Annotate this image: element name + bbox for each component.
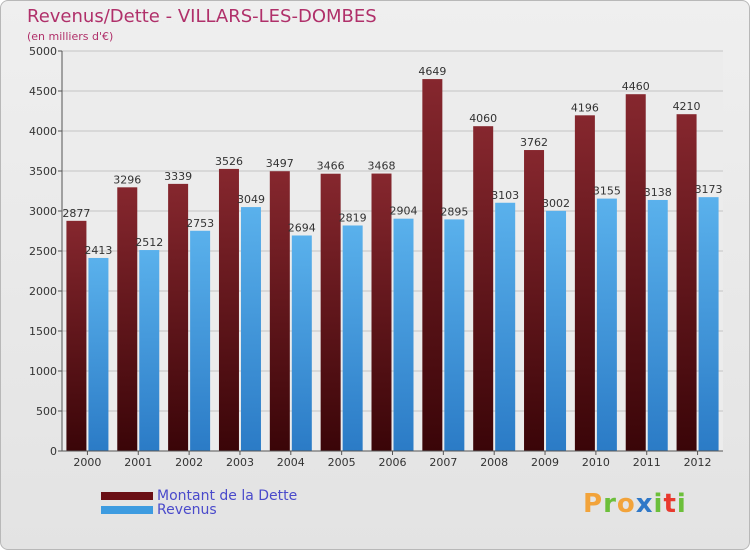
bar-revenus bbox=[495, 202, 516, 451]
bar-revenus bbox=[698, 197, 719, 451]
y-tick-label: 5000 bbox=[29, 45, 57, 58]
bar-revenus bbox=[393, 218, 414, 451]
logo-letter: t bbox=[663, 489, 677, 519]
bar-dette bbox=[524, 150, 545, 452]
chart-title: Revenus/Dette - VILLARS-LES-DOMBES bbox=[27, 6, 377, 27]
value-label-revenus: 2512 bbox=[135, 236, 163, 249]
value-label-dette: 4060 bbox=[469, 112, 497, 125]
bar-revenus bbox=[88, 257, 109, 451]
bar-dette bbox=[625, 94, 646, 451]
bar-dette bbox=[269, 171, 290, 452]
logo-letter: i bbox=[676, 489, 687, 519]
legend-label-dette: Montant de la Dette bbox=[157, 488, 298, 504]
x-tick-label: 2006 bbox=[379, 456, 407, 469]
value-label-revenus: 2904 bbox=[390, 205, 418, 218]
bar-dette bbox=[117, 187, 138, 451]
x-tick-label: 2003 bbox=[226, 456, 254, 469]
value-label-revenus: 3103 bbox=[491, 189, 519, 202]
y-tick-label: 500 bbox=[36, 405, 57, 418]
x-tick-label: 2004 bbox=[277, 456, 305, 469]
bar-dette bbox=[676, 114, 697, 451]
x-tick-label: 2001 bbox=[124, 456, 152, 469]
value-label-revenus: 2753 bbox=[186, 217, 214, 230]
value-label-revenus: 2895 bbox=[440, 205, 468, 218]
y-tick-label: 2000 bbox=[29, 285, 57, 298]
bar-revenus bbox=[546, 210, 567, 451]
bar-dette bbox=[422, 79, 443, 451]
value-label-dette: 4649 bbox=[418, 65, 446, 78]
legend-swatch-dette bbox=[101, 492, 153, 500]
value-label-revenus: 2413 bbox=[84, 244, 112, 257]
value-label-revenus: 3138 bbox=[644, 186, 672, 199]
legend-label-revenus: Revenus bbox=[157, 502, 217, 518]
bar-revenus bbox=[291, 235, 312, 451]
bar-dette bbox=[473, 126, 494, 451]
legend-swatch-revenus bbox=[101, 506, 153, 514]
chart-subtitle: (en milliers d'€) bbox=[27, 30, 114, 43]
x-tick-label: 2005 bbox=[328, 456, 356, 469]
x-tick-label: 2012 bbox=[684, 456, 712, 469]
value-label-dette: 3468 bbox=[368, 160, 396, 173]
bar-revenus bbox=[342, 225, 363, 451]
value-label-revenus: 3002 bbox=[542, 197, 570, 210]
y-tick-label: 3000 bbox=[29, 205, 57, 218]
value-label-revenus: 3173 bbox=[695, 183, 723, 196]
x-tick-label: 2010 bbox=[582, 456, 610, 469]
logo-letter: x bbox=[635, 489, 654, 519]
bar-revenus bbox=[647, 199, 668, 451]
x-tick-label: 2002 bbox=[175, 456, 203, 469]
y-tick-label: 4500 bbox=[29, 85, 57, 98]
y-tick-label: 4000 bbox=[29, 125, 57, 138]
value-label-dette: 4196 bbox=[571, 101, 599, 114]
bar-revenus bbox=[240, 207, 261, 451]
y-tick-label: 3500 bbox=[29, 165, 57, 178]
bar-dette bbox=[320, 173, 341, 451]
value-label-dette: 4210 bbox=[673, 100, 701, 113]
y-tick-label: 1000 bbox=[29, 365, 57, 378]
bar-dette bbox=[371, 173, 392, 451]
value-label-revenus: 2694 bbox=[288, 221, 316, 234]
proxiti-logo: Proxiti bbox=[583, 489, 687, 519]
bar-revenus bbox=[444, 219, 465, 451]
grid-lines bbox=[62, 50, 723, 452]
bar-revenus bbox=[139, 250, 160, 451]
x-tick-label: 2011 bbox=[633, 456, 661, 469]
value-label-dette: 3296 bbox=[113, 173, 141, 186]
logo-letter: i bbox=[653, 489, 664, 519]
legend-item-dette: Montant de la Dette bbox=[101, 488, 297, 504]
bar-dette bbox=[218, 168, 239, 452]
value-label-revenus: 3049 bbox=[237, 193, 265, 206]
value-label-dette: 3497 bbox=[266, 157, 294, 170]
bar-dette bbox=[574, 115, 595, 451]
x-tick-label: 2009 bbox=[531, 456, 559, 469]
value-label-dette: 3466 bbox=[317, 160, 345, 173]
logo-letter: P bbox=[583, 489, 604, 519]
x-tick-label: 2008 bbox=[480, 456, 508, 469]
value-label-dette: 4460 bbox=[622, 80, 650, 93]
value-label-dette: 3762 bbox=[520, 136, 548, 149]
x-tick-label: 2000 bbox=[73, 456, 101, 469]
bars: 2877 2413 3296 2512 3339 2753 3526 3049 3497 2694… bbox=[62, 65, 723, 452]
value-label-revenus: 2819 bbox=[339, 211, 367, 224]
value-label-dette: 3339 bbox=[164, 170, 192, 183]
y-tick-label: 0 bbox=[50, 445, 57, 458]
logo-letter: r bbox=[603, 489, 617, 519]
value-label-revenus: 3155 bbox=[593, 185, 621, 198]
x-tick-label: 2007 bbox=[429, 456, 457, 469]
bar-dette bbox=[66, 220, 87, 451]
x-axis: 2000 2001 2002 2003 2004 2005 2006 2007 2008 2009… bbox=[62, 450, 723, 469]
logo-letter: o bbox=[616, 489, 636, 519]
value-label-dette: 3526 bbox=[215, 155, 243, 168]
bar-dette bbox=[168, 183, 189, 451]
bar-revenus bbox=[190, 230, 211, 451]
legend-item-revenus: Revenus bbox=[101, 502, 217, 518]
y-tick-label: 1500 bbox=[29, 325, 57, 338]
value-label-dette: 2877 bbox=[62, 207, 90, 220]
y-tick-label: 2500 bbox=[29, 245, 57, 258]
bar-revenus bbox=[596, 198, 617, 451]
y-axis: 0 500 1000 1500 2000 2500 3000 3500 4000 4500 5000 bbox=[29, 45, 63, 458]
